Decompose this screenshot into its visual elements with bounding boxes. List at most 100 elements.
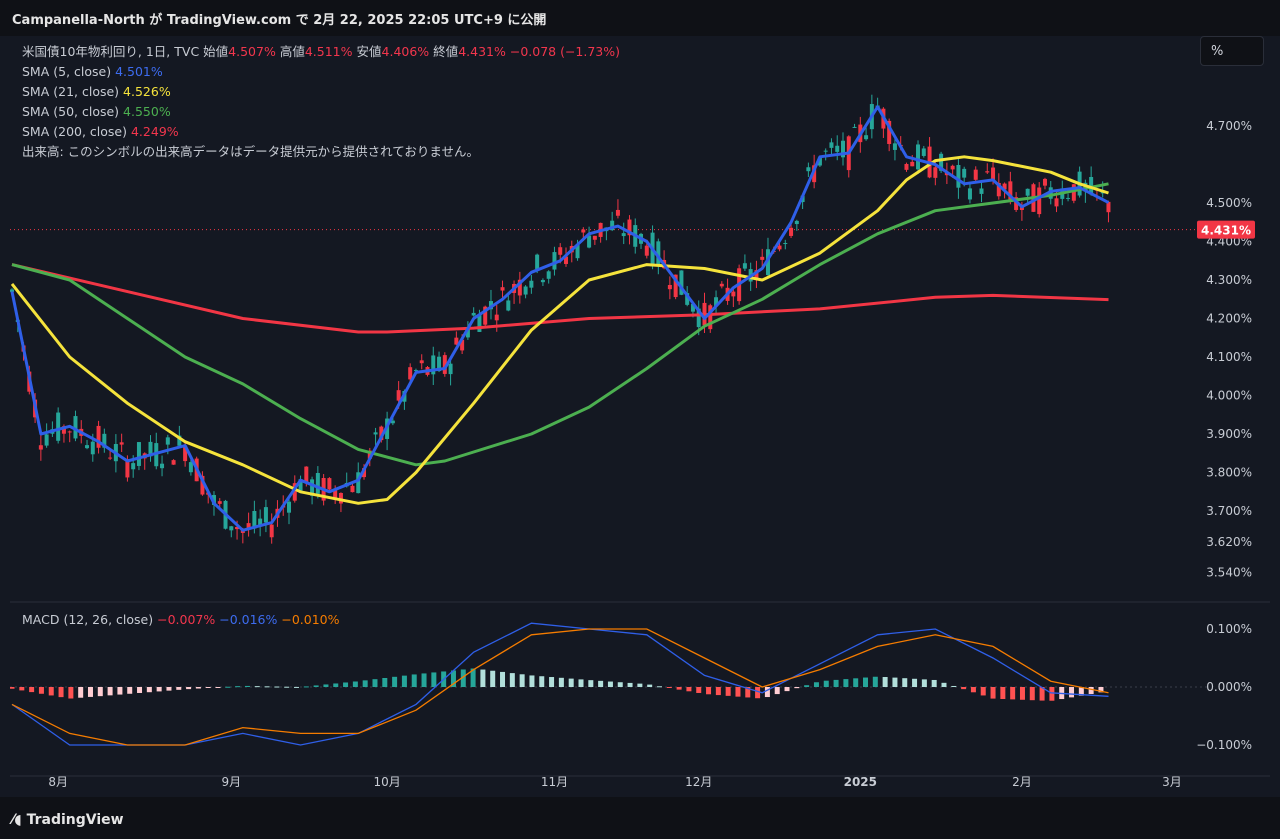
macd-hist-bar <box>931 679 937 687</box>
macd-line-signal <box>11 628 1109 746</box>
macd-hist-bar <box>1088 687 1094 695</box>
legend-sma50-row[interactable]: SMA (50, close) 4.550% <box>22 102 620 122</box>
macd-hist-bar <box>264 686 270 688</box>
macd-hist-bar <box>568 678 574 687</box>
macd-hist-bar <box>166 687 172 691</box>
macd-hist-bar <box>421 673 427 687</box>
candle-body <box>979 188 984 194</box>
chart-svg[interactable]: 4.700%4.500%4.400%4.300%4.200%4.100%4.00… <box>9 36 1270 794</box>
candle-body <box>367 450 372 459</box>
macd-hist-bar <box>912 678 918 687</box>
axes: 4.700%4.500%4.400%4.300%4.200%4.100%4.00… <box>48 119 1255 789</box>
candle-body <box>125 459 130 478</box>
candle-body <box>465 327 470 338</box>
macd-hist-bar <box>617 682 623 687</box>
y-tick-label: 4.200% <box>1206 312 1252 326</box>
macd-hist-bar <box>117 687 123 695</box>
macd-hist-bar <box>235 686 241 688</box>
macd-hist-bar <box>343 682 349 687</box>
chart-area[interactable]: 4.700% 4.500% 4.400% 4.300% 4.200% 4.100% 4.00… <box>9 36 1270 794</box>
series-line-sma5close <box>10 105 1110 532</box>
candle-body <box>760 256 765 260</box>
macd-hist-bar <box>68 687 74 699</box>
candle-body <box>188 462 193 473</box>
candle-body <box>1002 183 1007 190</box>
candle-body <box>327 478 332 490</box>
sma50-label: SMA (50, close) <box>22 104 120 119</box>
macd-hist-bar <box>725 687 731 696</box>
candle-body <box>494 314 499 321</box>
candle-body <box>102 433 107 448</box>
y-tick-label: 3.900% <box>1206 427 1252 441</box>
macd-hist-bar <box>509 673 515 687</box>
sma21-value: 4.526% <box>123 84 171 99</box>
legend-sma200-row[interactable]: SMA (200, close) 4.249% <box>22 122 620 142</box>
macd-hist-bar <box>941 682 947 687</box>
candle-body <box>373 432 378 435</box>
legend-sma5-row[interactable]: SMA (5, close) 4.501% <box>22 62 620 82</box>
legend-close: 4.431% <box>458 44 506 59</box>
macd-hist-bar <box>588 680 594 687</box>
legend-sma21-row[interactable]: SMA (21, close) 4.526% <box>22 82 620 102</box>
macd-hist-bar <box>696 687 702 693</box>
legend-high: 4.511% <box>304 44 353 59</box>
macd-hist-bar <box>450 670 456 687</box>
macd-pane <box>9 622 1210 746</box>
macd-hist-bar <box>980 687 986 696</box>
macd-tick-label: 0.000% <box>1206 680 1252 694</box>
macd-hist-bar <box>1000 687 1006 699</box>
macd-hist-bar <box>205 687 211 688</box>
candle-body <box>667 284 672 290</box>
candle-body <box>558 247 563 255</box>
y-tick-label: 4.000% <box>1206 389 1252 403</box>
tradingview-logo[interactable]: ⁄◖ TradingView <box>12 812 124 828</box>
candle-body <box>1008 181 1013 200</box>
macd-hist-bar <box>1029 687 1035 701</box>
legend-low: 4.406% <box>381 44 430 59</box>
legend: 米国債10年物利回り, 1日, TVC 始値4.507% 高値4.511% 安値… <box>22 42 620 162</box>
macd-hist-bar <box>107 687 113 696</box>
macd-hist-bar <box>274 686 280 688</box>
x-tick-label: 2月 <box>1012 775 1032 789</box>
macd-hist-bar <box>500 671 506 687</box>
legend-ohlc-row: 米国債10年物利回り, 1日, TVC 始値4.507% 高値4.511% 安値… <box>22 42 620 62</box>
candle-body <box>829 142 834 148</box>
candle-body <box>731 291 736 297</box>
publish-title: Campanella-North が TradingView.com で 2月 … <box>12 13 547 28</box>
macd-hist-bar <box>666 687 672 688</box>
macd-hist-bar <box>78 687 84 698</box>
candle-body <box>500 287 505 291</box>
candle-body <box>973 169 978 180</box>
macd-hist-bar <box>382 677 388 687</box>
candle-body <box>1037 187 1042 215</box>
candle-body <box>217 501 222 504</box>
macd-hist-bar <box>656 686 662 688</box>
candle-body <box>506 300 511 311</box>
candle-body <box>916 144 921 170</box>
macd-hist-bar <box>48 687 54 696</box>
candle-body <box>967 188 972 200</box>
candle-body <box>183 445 188 462</box>
macd-hist-bar <box>1069 687 1075 698</box>
candle-body <box>754 270 759 280</box>
macd-hist-bar <box>529 675 535 687</box>
candle-body <box>587 235 592 248</box>
macd-hist-bar <box>902 678 908 687</box>
candle-body <box>263 507 268 523</box>
candle-body <box>252 510 257 529</box>
price-series <box>10 105 1110 532</box>
macd-hist-bar <box>97 687 103 697</box>
macd-hist-bar <box>1010 687 1016 700</box>
percent-scale-button[interactable]: % <box>1200 36 1264 66</box>
candle-body <box>177 435 182 446</box>
candle-body <box>1066 197 1071 199</box>
macd-hist-bar <box>833 679 839 687</box>
candle-body <box>1106 201 1111 213</box>
candle-body <box>246 523 251 529</box>
candle-body <box>564 256 568 264</box>
macd-legend[interactable]: MACD (12, 26, close) −0.007% −0.016% −0.… <box>22 612 339 627</box>
macd-hist-bar <box>647 684 653 687</box>
candle-body <box>615 209 620 216</box>
macd-hist-bar <box>244 685 250 687</box>
x-tick-label: 3月 <box>1162 775 1182 789</box>
